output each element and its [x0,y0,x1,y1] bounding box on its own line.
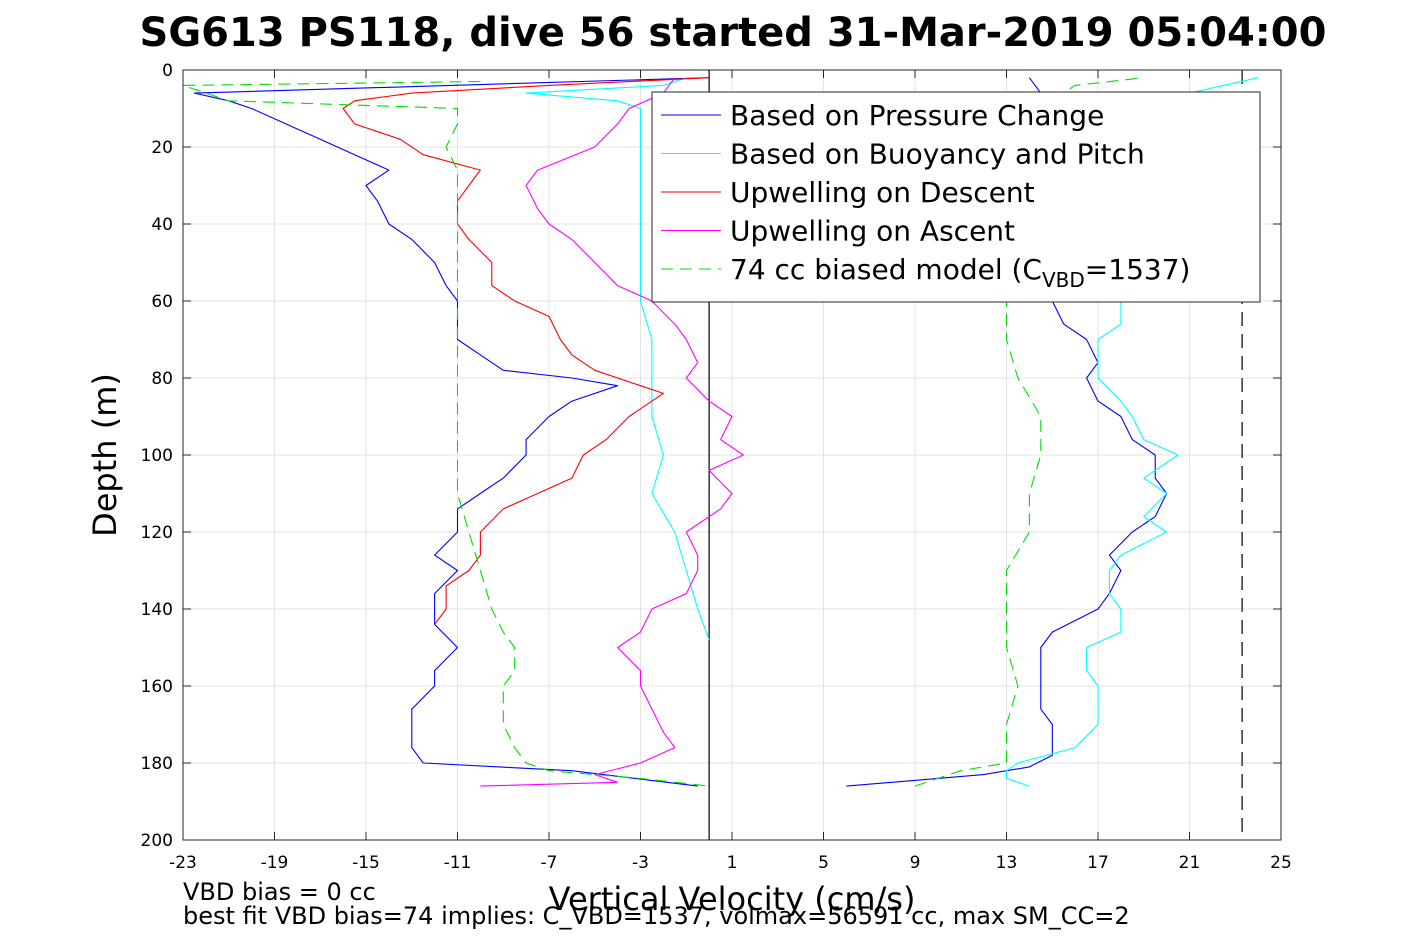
series-1-descent-line [193,77,710,787]
plot-frame [182,69,1282,841]
x-tick-label: -15 [352,853,380,873]
series-2-descent-line [525,77,710,640]
series-4-line [480,77,744,787]
footer-vbd-bias: VBD bias = 0 cc [183,878,376,906]
y-tick-label: 100 [141,446,173,466]
y-tick-label: 60 [151,292,173,312]
x-tick-label: -19 [261,853,289,873]
y-tick-label: 160 [141,677,173,697]
y-tick-label: 80 [151,369,173,389]
x-tick-label: 13 [996,853,1018,873]
x-tick-label: -3 [632,853,649,873]
y-tick-label: 0 [162,61,173,81]
y-tick-label: 120 [141,523,173,543]
y-tick-label: 200 [141,831,173,851]
y-tick-label: 140 [141,600,173,620]
legend-label: 74 cc biased model (CVBD=1537) [730,253,1190,292]
x-tick-label: 9 [910,853,921,873]
series-5-descent-line [182,80,710,787]
footer-best-fit: best fit VBD bias=74 implies: C_VBD=1537… [183,902,1130,930]
x-tick-label: 5 [818,853,829,873]
x-tick-label: 25 [1270,853,1292,873]
x-tick-label: -11 [444,853,472,873]
y-tick-label: 20 [151,138,173,158]
y-axis-label: Depth (m) [86,373,124,537]
y-tick-label: 180 [141,754,173,774]
legend-label: Based on Pressure Change [730,99,1104,132]
series-3-line [342,77,710,625]
axes: -23 -19 -15 -11 -7 -3 1 5 9 13 17 21 25 0 20 40 60 80 100 1… [141,61,1292,873]
x-tick-label: -7 [541,853,558,873]
x-axis-label: Vertical Velocity (cm/s) [549,880,916,918]
legend: Based on Pressure Change Based on Buoyanc… [651,91,1261,303]
x-tick-label: 17 [1087,853,1109,873]
legend-label: Based on Buoyancy and Pitch [730,138,1145,171]
x-tick-label: 1 [727,853,738,873]
x-tick-label: 21 [1179,853,1201,873]
y-tick-label: 40 [151,215,173,235]
chart-title: SG613 PS118, dive 56 started 31-Mar-2019… [140,10,1327,56]
legend-label: Upwelling on Descent [730,176,1035,209]
legend-label: Upwelling on Ascent [730,215,1015,248]
x-tick-label: -23 [169,853,197,873]
legend-box [651,91,1261,303]
